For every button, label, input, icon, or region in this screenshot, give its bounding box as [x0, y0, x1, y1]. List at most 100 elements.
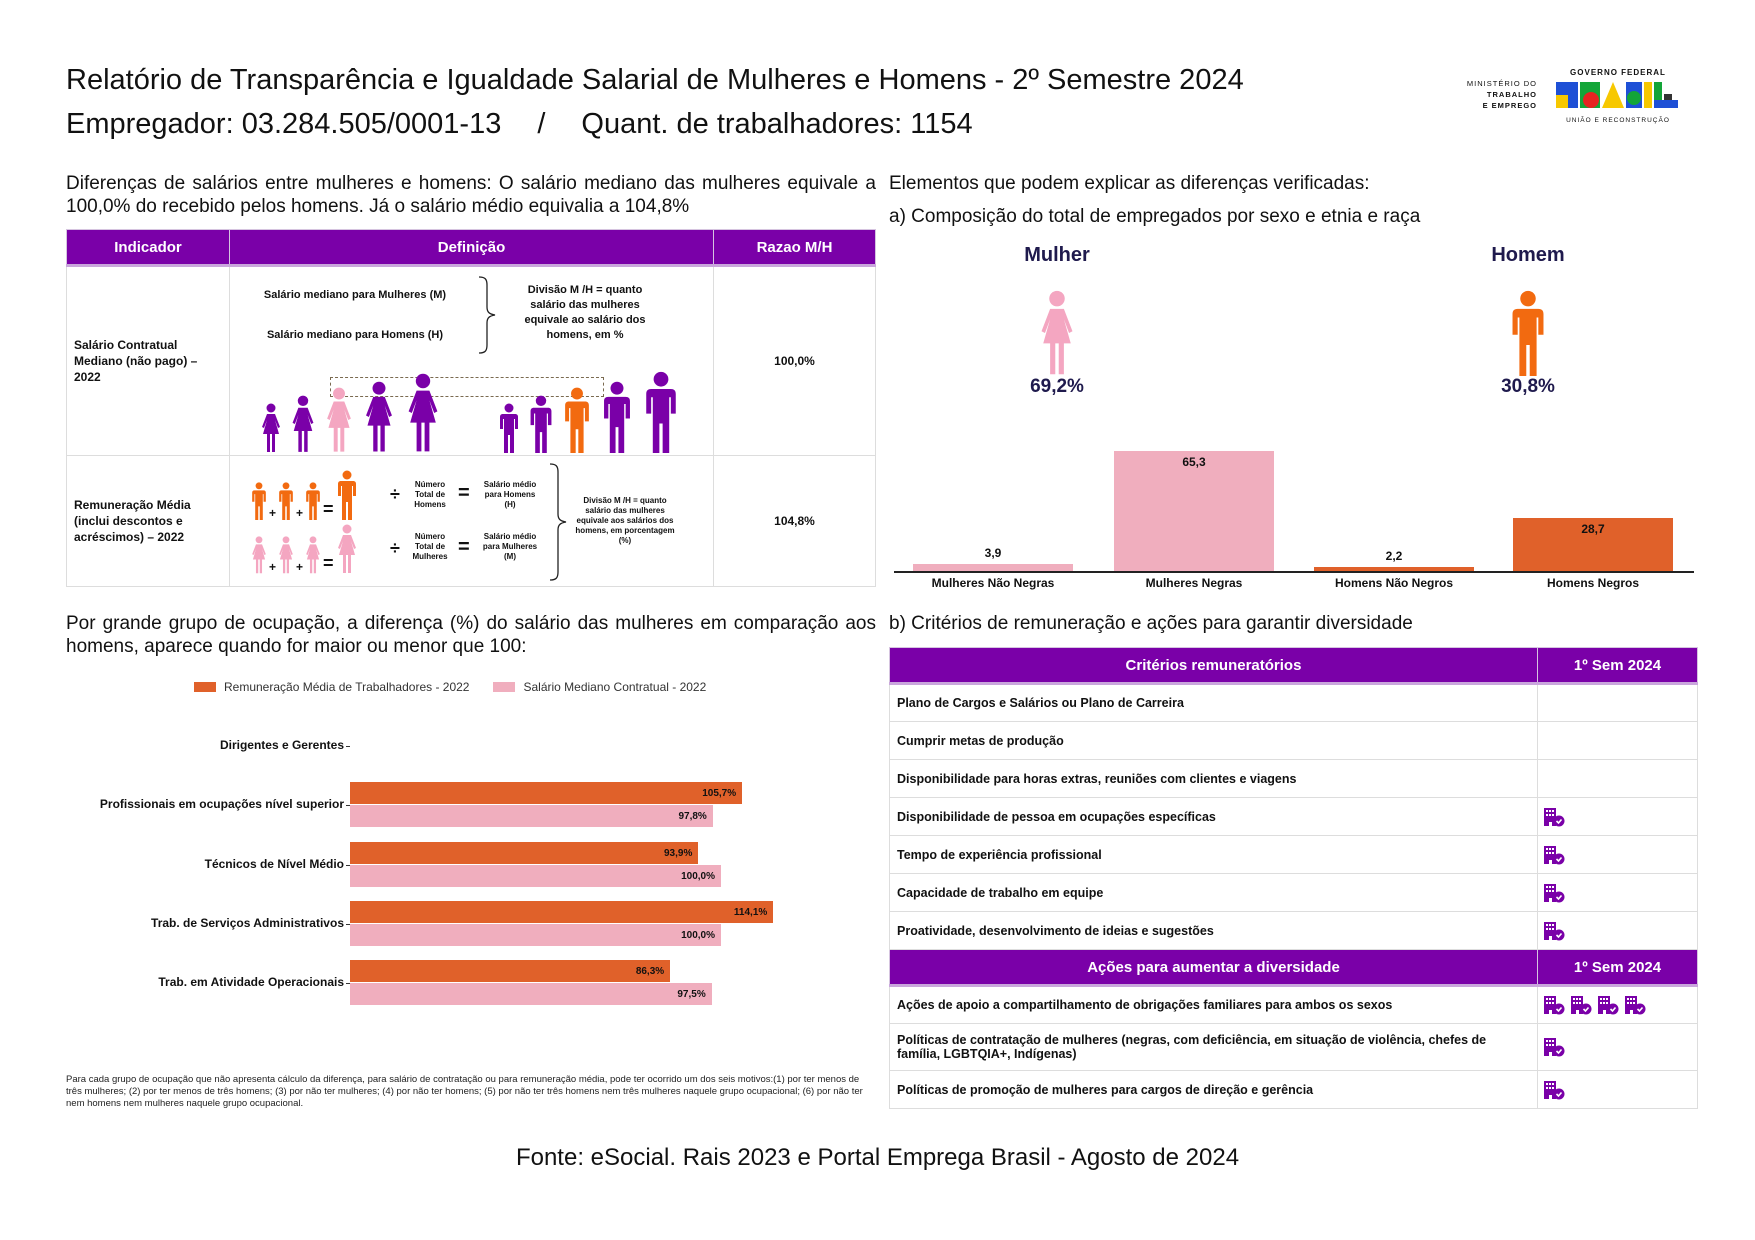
brasil-logo-icon [1556, 82, 1678, 108]
status-cell [1537, 721, 1698, 760]
woman-icon [250, 536, 268, 574]
report-title: Relatório de Transparência e Igualdade S… [66, 64, 1244, 96]
gender-pct-men: 30,8% [1501, 376, 1555, 397]
bar [350, 960, 671, 982]
bar [913, 563, 1073, 571]
definition-cell: Salário mediano para Mulheres (M) Salári… [229, 265, 714, 456]
woman-icon [404, 373, 442, 453]
table-row: Políticas de contratação de mulheres (ne… [889, 1023, 1698, 1071]
table-row: Capacidade de trabalho em equipe [889, 873, 1698, 912]
status-cell [1537, 759, 1698, 798]
bar-value-label: 65,3 [1182, 455, 1206, 469]
employer-id: Empregador: 03.284.505/0001-13 [66, 108, 502, 140]
table-row: Tempo de experiência profissional [889, 835, 1698, 874]
ratio-value: 100,0% [713, 265, 876, 456]
gender-pct-women: 69,2% [1030, 376, 1084, 397]
ministry-logo: MINISTÉRIO DO TRABALHO E EMPREGO [1451, 78, 1537, 111]
equals-sign: = [458, 482, 470, 504]
man-icon [498, 403, 520, 453]
plus-sign: + [296, 560, 304, 574]
building-check-icon [1569, 995, 1593, 1015]
equals-sign: = [323, 553, 334, 573]
separator: / [537, 108, 546, 140]
row-label: Proatividade, desenvolvimento de ideias … [889, 911, 1538, 950]
bar [1513, 518, 1673, 571]
comparison-box [330, 377, 604, 397]
col-ratio: Razao M/H [713, 229, 876, 267]
men-formula: + + = [250, 470, 359, 520]
man-icon [600, 381, 634, 453]
man-icon [250, 482, 268, 520]
row-label: Políticas de promoção de mulheres para c… [889, 1070, 1538, 1109]
def-division: Divisão M /H = quanto salário das mulher… [524, 284, 646, 341]
woman-icon [362, 381, 396, 453]
building-check-icon [1542, 1037, 1566, 1057]
worker-count: Quant. de trabalhadores: 1154 [581, 108, 973, 140]
logo-text: GOVERNO FEDERAL [1570, 68, 1666, 77]
x-axis [894, 571, 1694, 573]
woman-icon [260, 403, 282, 453]
legend-swatch [493, 682, 516, 692]
table-row: Proatividade, desenvolvimento de ideias … [889, 911, 1698, 950]
divide-sign: ÷ [390, 538, 400, 558]
plus-sign: + [296, 506, 304, 520]
brace-icon [549, 463, 567, 581]
logo-text: E EMPREGO [1482, 101, 1537, 110]
indicator-name: Remuneração Média (inclui descontos e ac… [66, 455, 230, 587]
row-label: Cumprir metas de produção [889, 721, 1538, 760]
building-check-icon [1542, 807, 1566, 827]
num-men: Número Total de Homens [414, 480, 446, 509]
bar-value-label: 100,0% [681, 871, 715, 882]
building-check-icon [1542, 883, 1566, 903]
def-median-women: Salário mediano para Mulheres (M) [263, 289, 447, 301]
equals-sign: = [323, 499, 334, 519]
row-label: Tempo de experiência profissional [889, 835, 1538, 874]
status-cell [1537, 873, 1698, 912]
bar-value-label: 97,5% [677, 989, 706, 1000]
status-cell [1537, 797, 1698, 836]
col-indicator: Indicador [66, 229, 230, 267]
table-row: Remuneração Média (inclui descontos e ac… [66, 455, 876, 587]
col-semester: 1º Sem 2024 [1537, 647, 1698, 685]
status-cell [1537, 1070, 1698, 1109]
man-icon [528, 395, 554, 453]
table-row: Salário Contratual Mediano (não pago) – … [66, 265, 876, 456]
bar-value-label: 100,0% [681, 930, 715, 941]
plus-sign: + [269, 506, 277, 520]
woman-icon [324, 387, 354, 453]
building-check-icon [1542, 995, 1566, 1015]
logo-text: UNIÃO E RECONSTRUÇÃO [1566, 117, 1670, 124]
row-label: Disponibilidade para horas extras, reuni… [889, 759, 1538, 798]
bar [350, 901, 774, 923]
man-icon [277, 482, 295, 520]
def-median-men: Salário mediano para Homens (H) [266, 329, 444, 341]
employer-line: Empregador: 03.284.505/0001-13 / Quant. de… [66, 108, 973, 141]
logo-text: TRABALHO [1486, 90, 1537, 99]
category-label: Trab. de Serviços Administrativos [151, 916, 344, 930]
man-icon [562, 387, 592, 453]
bar [350, 842, 699, 864]
indicator-table: Indicador Definição Razao M/H Salário Cont… [66, 229, 876, 587]
equals-sign: = [458, 536, 470, 558]
bar-value-label: 93,9% [664, 848, 693, 859]
status-cell [1537, 911, 1698, 950]
building-check-icon [1596, 995, 1620, 1015]
composition-heading: a) Composição do total de empregados por… [889, 206, 1421, 227]
bar [350, 924, 721, 946]
occupation-heading: Por grande grupo de ocupação, a diferenç… [66, 613, 876, 657]
criteria-heading: b) Critérios de remuneração e ações para… [889, 613, 1413, 634]
building-check-icon [1542, 1080, 1566, 1100]
avg-women: Salário médio para Mulheres (M) [482, 532, 538, 561]
legend-swatch [194, 682, 216, 692]
table-row: Disponibilidade para horas extras, reuni… [889, 759, 1698, 798]
category-label: Homens Não Negros [1334, 576, 1454, 590]
ratio-value: 104,8% [713, 455, 876, 587]
status-cell [1537, 985, 1698, 1024]
col-definition: Definição [229, 229, 714, 267]
indicator-name: Salário Contratual Mediano (não pago) – … [66, 265, 230, 456]
bar-value-label: 3,9 [984, 545, 1002, 560]
people-figures [260, 375, 690, 453]
woman-icon [335, 524, 359, 574]
building-check-icon [1542, 845, 1566, 865]
woman-icon [304, 536, 322, 574]
